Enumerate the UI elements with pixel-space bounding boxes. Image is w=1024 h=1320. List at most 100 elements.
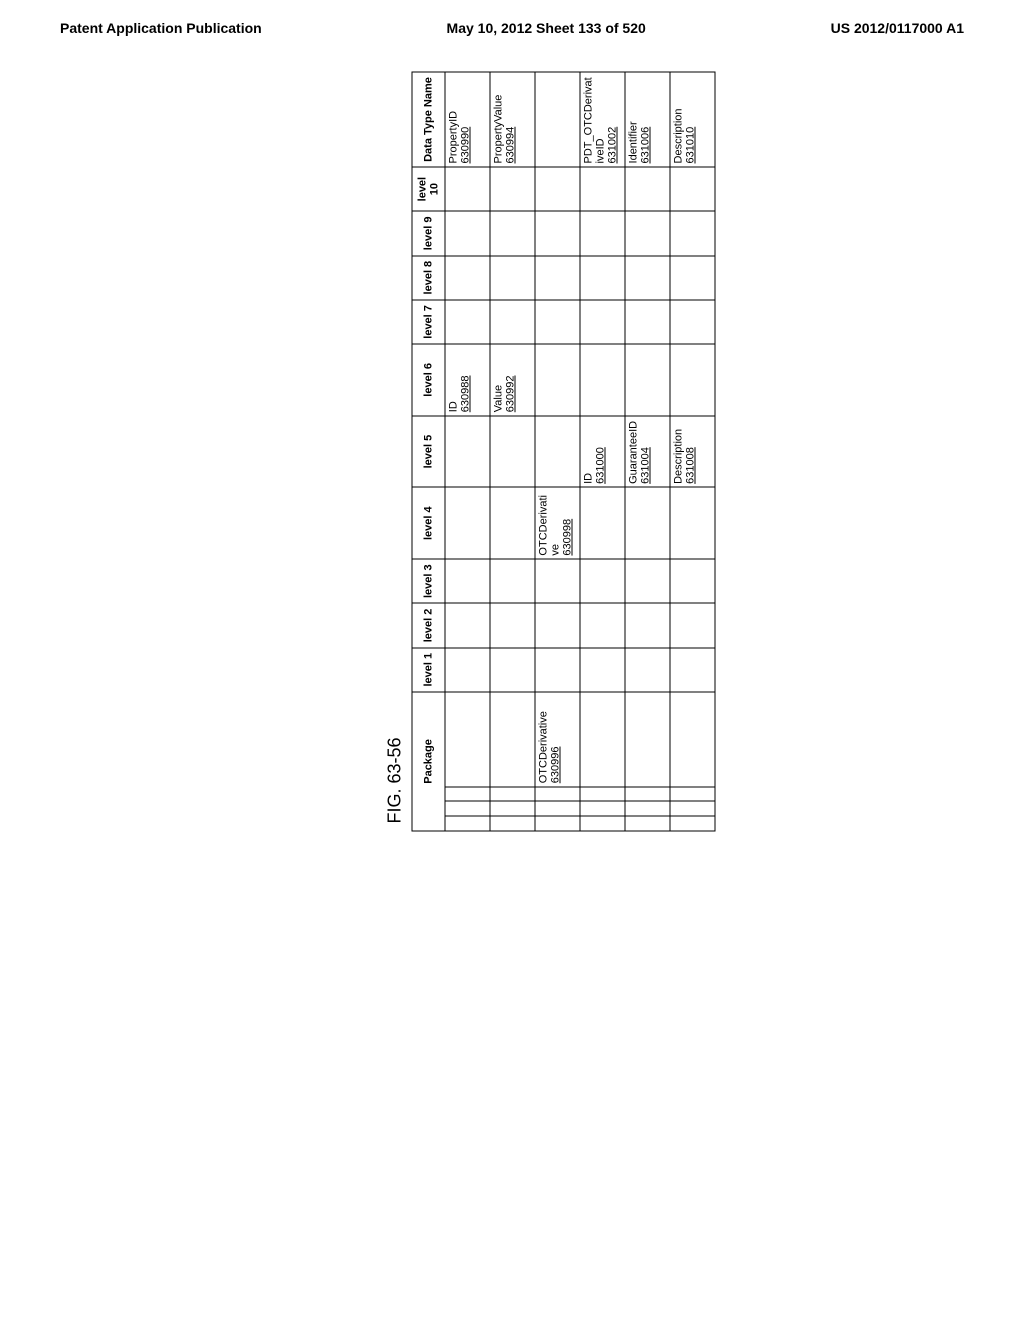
level-1-cell <box>580 648 625 692</box>
stub-cell <box>535 802 580 817</box>
level-6-cell: ID630988 <box>445 344 490 416</box>
col-level-8: level 8 <box>412 256 445 300</box>
level-3-cell <box>580 559 625 603</box>
level-7-cell <box>445 300 490 344</box>
level-3-cell <box>535 559 580 603</box>
stub-cell <box>625 787 670 802</box>
level-8-cell <box>670 256 715 300</box>
header-row: Package level 1 level 2 level 3 level 4 … <box>412 72 445 831</box>
level-9-cell <box>580 211 625 255</box>
level-6-cell <box>580 344 625 416</box>
stub-cell <box>580 802 625 817</box>
stub-cell <box>580 787 625 802</box>
data-type-cell <box>535 72 580 167</box>
level-5-cell: ID631000 <box>580 416 625 488</box>
level-10-cell <box>445 167 490 211</box>
level-2-cell <box>580 603 625 647</box>
package-cell <box>670 692 715 787</box>
level-5-cell <box>490 416 535 488</box>
header-left: Patent Application Publication <box>60 20 262 36</box>
level-6-cell <box>625 344 670 416</box>
level-3-cell <box>490 559 535 603</box>
level-1-cell <box>670 648 715 692</box>
table-row: ID630988 PropertyID630990 <box>445 72 490 831</box>
level-9-cell <box>625 211 670 255</box>
level-4-cell <box>670 487 715 559</box>
level-8-cell <box>445 256 490 300</box>
level-1-cell <box>625 648 670 692</box>
level-8-cell <box>625 256 670 300</box>
header-right: US 2012/0117000 A1 <box>831 20 964 36</box>
level-4-cell <box>625 487 670 559</box>
package-cell <box>490 692 535 787</box>
col-level-9: level 9 <box>412 211 445 255</box>
table-body: ID630988 PropertyID630990 Value630992 Prope… <box>445 72 715 831</box>
level-2-cell <box>535 603 580 647</box>
table-row: Value630992 PropertyValue630994 <box>490 72 535 831</box>
level-1-cell <box>535 648 580 692</box>
table-row: OTCDerivative630996 OTCDerivative630998 <box>535 72 580 831</box>
level-9-cell <box>445 211 490 255</box>
level-1-cell <box>445 648 490 692</box>
hierarchy-table: Package level 1 level 2 level 3 level 4 … <box>412 72 716 832</box>
package-cell <box>625 692 670 787</box>
stub-cell <box>445 816 490 831</box>
col-level-5: level 5 <box>412 416 445 488</box>
level-3-cell <box>625 559 670 603</box>
figure-area: FIG. 63-56 Package level 1 level 2 level… <box>385 0 716 832</box>
stub-cell <box>580 816 625 831</box>
data-type-cell: PropertyValue630994 <box>490 72 535 167</box>
level-9-cell <box>670 211 715 255</box>
col-level-7: level 7 <box>412 300 445 344</box>
table-row: GuaranteeID631004 Identifier631006 <box>625 72 670 831</box>
col-level-6: level 6 <box>412 344 445 416</box>
level-5-cell: GuaranteeID631004 <box>625 416 670 488</box>
level-5-cell <box>535 416 580 488</box>
col-data-type: Data Type Name <box>412 72 445 167</box>
stub-cell <box>445 802 490 817</box>
level-2-cell <box>490 603 535 647</box>
level-5-cell <box>445 416 490 488</box>
level-8-cell <box>490 256 535 300</box>
level-7-cell <box>580 300 625 344</box>
stub-cell <box>625 816 670 831</box>
stub-cell <box>535 816 580 831</box>
stub-cell <box>490 816 535 831</box>
level-6-cell <box>535 344 580 416</box>
level-10-cell <box>670 167 715 211</box>
level-6-cell <box>670 344 715 416</box>
level-9-cell <box>490 211 535 255</box>
figure-label: FIG. 63-56 <box>385 0 406 824</box>
level-7-cell <box>670 300 715 344</box>
package-cell: OTCDerivative630996 <box>535 692 580 787</box>
level-7-cell <box>535 300 580 344</box>
stub-cell <box>670 787 715 802</box>
stub-cell <box>670 816 715 831</box>
level-6-cell: Value630992 <box>490 344 535 416</box>
col-level-1: level 1 <box>412 648 445 692</box>
level-1-cell <box>490 648 535 692</box>
level-8-cell <box>535 256 580 300</box>
col-level-10: level 10 <box>412 167 445 211</box>
col-level-3: level 3 <box>412 559 445 603</box>
level-2-cell <box>445 603 490 647</box>
stub-cell <box>490 802 535 817</box>
stub-cell <box>445 787 490 802</box>
level-5-cell: Description631008 <box>670 416 715 488</box>
data-type-cell: PDT_OTCDerivativeID631002 <box>580 72 625 167</box>
data-type-cell: Identifier631006 <box>625 72 670 167</box>
data-type-cell: PropertyID630990 <box>445 72 490 167</box>
col-package: Package <box>412 692 445 831</box>
package-cell <box>445 692 490 787</box>
level-4-cell <box>445 487 490 559</box>
level-10-cell <box>535 167 580 211</box>
package-cell <box>580 692 625 787</box>
level-4-cell: OTCDerivative630998 <box>535 487 580 559</box>
level-9-cell <box>535 211 580 255</box>
stub-cell <box>535 787 580 802</box>
level-10-cell <box>490 167 535 211</box>
stub-cell <box>670 802 715 817</box>
stub-cell <box>490 787 535 802</box>
level-4-cell <box>580 487 625 559</box>
level-7-cell <box>625 300 670 344</box>
